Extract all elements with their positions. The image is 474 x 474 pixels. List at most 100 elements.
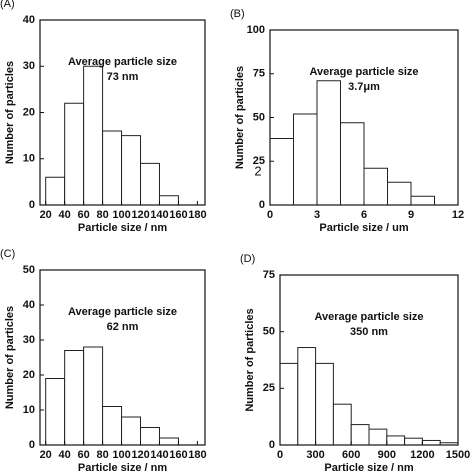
stray-label: 2 [254,163,261,178]
y-tick-label: 30 [23,60,35,72]
y-tick-label: 20 [23,106,35,118]
bar [140,162,160,206]
y-tick-label: 75 [253,68,265,80]
y-tick-label: 0 [29,439,35,451]
bar [83,346,104,446]
plot-frame [279,274,459,446]
annotation: Average particle size [68,306,177,318]
x-tick-label: 0 [277,449,283,461]
bar [387,181,412,206]
x-tick-label: 20 [40,449,52,461]
x-tick-label: 300 [306,449,324,461]
y-tick-label: 50 [263,326,275,338]
x-tick-label: 1500 [446,449,470,461]
bar [297,347,317,446]
y-tick-label: 0 [29,199,35,211]
y-tick-label: 50 [23,264,35,276]
x-tick-label: 120 [131,209,149,221]
bar [45,176,66,206]
x-axis-label: Particle size / nm [78,462,167,474]
x-tick-label: 180 [188,449,206,461]
y-tick-label: 40 [23,299,35,311]
bar [404,437,423,446]
x-tick-label: 900 [378,449,396,461]
y-axis-label: Number of particles [244,308,256,411]
bar [121,135,142,206]
x-tick-label: 600 [342,449,360,461]
x-tick-label: 180 [188,209,206,221]
annotation: Average particle size [309,66,418,78]
bar [340,122,365,206]
y-tick-label: 75 [263,269,275,281]
x-tick-label: 6 [361,209,367,221]
annotation: 73 nm [107,71,139,83]
x-tick-label: 140 [150,209,168,221]
annotation: 350 nm [350,326,388,338]
bar [45,378,66,446]
x-tick-label: 40 [59,449,71,461]
bar [158,195,179,206]
bar [316,80,341,206]
bar [363,167,388,206]
x-tick-label: 80 [96,209,108,221]
panel-label: (A) [0,0,15,10]
x-tick-label: 100 [112,449,130,461]
x-tick-label: 40 [59,209,71,221]
bar [293,113,318,206]
y-tick-label: 0 [259,199,265,211]
x-tick-label: 9 [408,209,414,221]
x-tick-label: 140 [150,449,168,461]
x-tick-label: 1200 [410,449,434,461]
bar [368,428,388,446]
bar [421,439,441,446]
y-tick-label: 25 [253,155,265,167]
x-tick-label: 160 [169,449,187,461]
y-axis-label: Number of particles [234,66,246,169]
bar [158,437,179,446]
x-tick-label: 0 [267,209,273,221]
y-axis-label: Number of particles [4,61,16,164]
y-tick-label: 30 [23,334,35,346]
bar [350,424,370,446]
panel-label: (B) [230,8,245,20]
y-tick-label: 20 [23,369,35,381]
bar [64,102,85,206]
bar [269,138,294,206]
x-axis-label: Particle size / um [319,222,408,234]
y-tick-label: 10 [23,153,35,165]
bar [386,435,406,446]
y-tick-label: 0 [269,439,275,451]
annotation: 3.7μm [348,81,380,93]
bar [140,427,160,446]
bar [102,406,123,446]
y-tick-label: 40 [23,14,35,26]
x-tick-label: 3 [314,209,320,221]
y-axis-label: Number of particles [4,306,16,409]
x-tick-label: 100 [112,209,130,221]
plot-frame [39,269,206,446]
x-tick-label: 60 [77,209,89,221]
bar [332,403,352,446]
bar [64,350,85,446]
x-tick-label: 80 [96,449,108,461]
y-tick-label: 50 [253,111,265,123]
y-tick-label: 10 [23,404,35,416]
bar [315,362,334,446]
y-tick-label: 25 [263,382,275,394]
bar [121,416,142,446]
x-axis-label: Particle size / nm [78,222,167,234]
panel-label: (C) [0,248,15,260]
bar [83,65,104,206]
annotation: Average particle size [68,56,177,68]
annotation: Average particle size [314,311,423,323]
bar [279,362,299,446]
x-tick-label: 12 [452,209,464,221]
panel-label: (D) [240,253,255,265]
x-tick-label: 120 [131,449,149,461]
y-tick-label: 100 [247,24,265,36]
x-tick-label: 60 [77,449,89,461]
x-tick-label: 160 [169,209,187,221]
annotation: 62 nm [107,321,139,333]
x-tick-label: 20 [40,209,52,221]
